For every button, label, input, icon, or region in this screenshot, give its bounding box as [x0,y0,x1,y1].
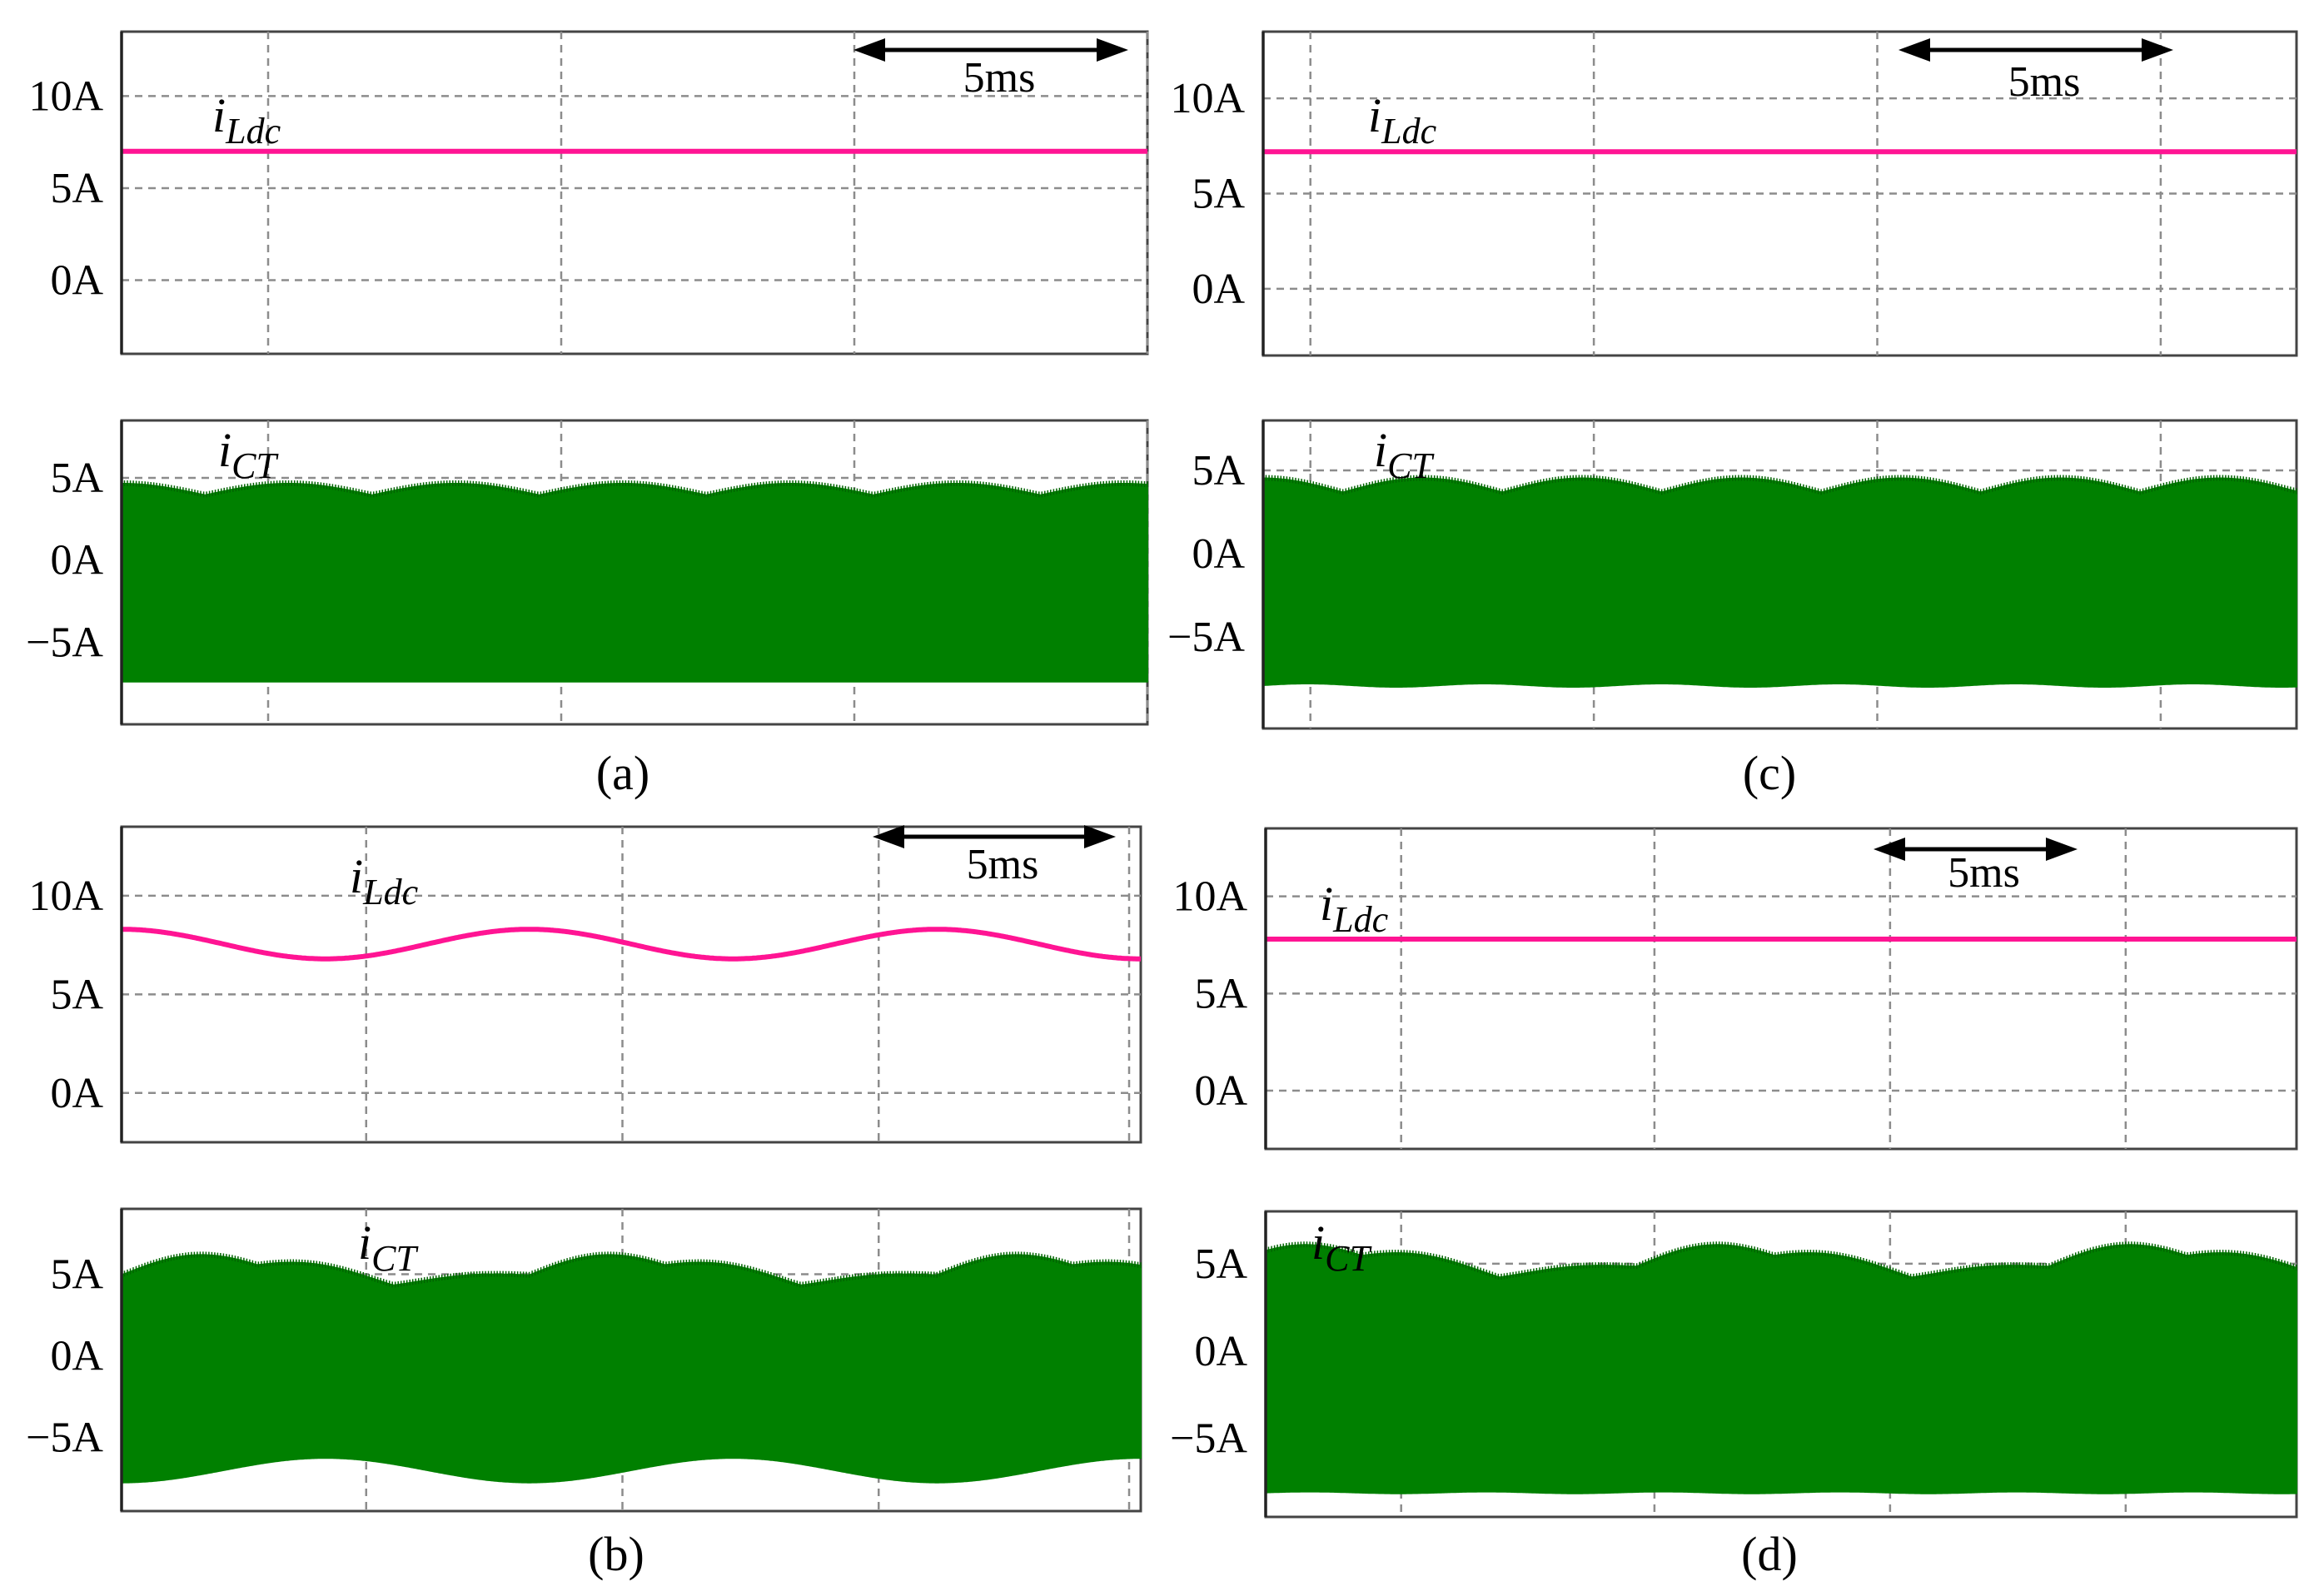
panel-b-bottom-ytick-label: −5A [26,1415,103,1462]
panel-c-top-ytick-label: 5A [1192,171,1245,218]
panel-a-bottom-plot: 5A 0A −5A iCT [26,419,1149,726]
panel-c-top-signal-subscript: Ldc [1381,111,1436,152]
panel-d-bottom-signal-symbol: i [1311,1216,1325,1270]
panel-b-scale-arrow-left [873,825,904,848]
panel-b-top-signal-symbol: i [350,849,363,903]
panel-d-top-ytick-label: 10A [1172,873,1247,921]
panel-b-bottom-plot: 5A 0A −5A iCT [26,1207,1142,1513]
panel-b-top-ytick-label: 0A [50,1070,103,1117]
panel-a-bottom-ytick-label: 0A [50,537,103,584]
panel-a-top-ytick-label: 5A [50,165,103,212]
panel-c-top-signal-label: iLdc [1368,88,1437,152]
panel-a-bottom-ytick-label: 5A [50,455,103,502]
panel-d-top-signal-label: iLdc [1320,877,1389,940]
panel-d-bottom-series-iCT-band [1265,1244,2297,1494]
panel-d-bottom-plot: 5A 0A −5A iCT [1170,1210,2298,1519]
panel-b-bottom-ytick-label: 0A [50,1333,103,1380]
panel-a-bottom-signal-subscript: CT [231,445,279,486]
panel-c-scale-arrow-right [2142,38,2173,62]
panel-a-top-signal-label: iLdc [212,88,281,152]
panel-c-bottom-signal-symbol: i [1374,423,1387,477]
panel-a-top-signal-subscript: Ldc [225,111,281,152]
panel-b-top-frame [120,825,1142,1144]
panel-a-top-ytick-label: 10A [28,72,103,120]
panel-a-scale-label: 5ms [963,54,1036,102]
panel-d-top-plot: 10A 5A 0A iLdc 5ms [1172,827,2298,1151]
panel-b-bottom-signal-subscript: CT [371,1238,419,1279]
panel-a-scale-arrow-right [1097,38,1128,62]
panel-b-top-signal-label: iLdc [350,849,419,912]
panel-d-bottom-ytick-label: 0A [1194,1328,1247,1375]
panel-a-top-frame [120,30,1149,355]
panel-c-top-ytick-label: 10A [1170,75,1245,122]
panel-d-scale-label: 5ms [1948,849,2020,897]
panel-a-top-plot: 10A 5A 0A iLdc 5ms [28,30,1149,355]
panel-c-top-frame [1262,30,2298,357]
panel-c-top-ytick-label: 0A [1192,266,1245,313]
panel-c-scale-label: 5ms [2008,58,2081,106]
panel-b-scale-arrow-right [1084,825,1116,848]
panel-d-bottom-signal-label: iCT [1311,1216,1372,1279]
panel-b-caption: (b) [588,1527,644,1581]
panel-d-top-ytick-label: 0A [1194,1067,1247,1115]
panel-c-top-signal-symbol: i [1368,88,1381,142]
panel-c-bottom-signal-label: iCT [1374,423,1435,486]
panel-a-top-ytick-label: 0A [50,257,103,305]
panel-a-bottom-signal-label: iCT [218,423,279,486]
panel-c-bottom-ytick-label: 5A [1192,447,1245,495]
panel-c-scale-arrow-left [1898,38,1930,62]
panel-d-bottom-ytick-label: 5A [1194,1241,1247,1288]
panel-a-caption: (a) [596,746,649,800]
panel-a-bottom-series-iCT-band [121,483,1148,683]
panel-a-scale-arrow-left [853,38,885,62]
panel-d-scale-arrow-left [1874,838,1905,861]
panel-a-bottom-ytick-label: −5A [26,619,103,666]
panel-c-caption: (c) [1743,746,1796,800]
panel-b-top-ytick-label: 5A [50,971,103,1018]
panel-a-top-signal-symbol: i [212,88,226,142]
panel-d-bottom-ytick-label: −5A [1170,1415,1247,1463]
panel-b-top-ytick-label: 10A [28,873,103,920]
panel-a-bottom-signal-symbol: i [218,423,231,477]
panel-c-bottom-series-iCT-band [1262,477,2297,688]
panel-b-scale-label: 5ms [967,841,1039,888]
panel-c-bottom-ytick-label: 0A [1192,530,1245,578]
panel-d-bottom-signal-subscript: CT [1325,1238,1372,1279]
panel-b-bottom-signal-symbol: i [358,1216,371,1270]
panel-b-bottom-ytick-label: 5A [50,1250,103,1298]
panel-d-top-frame [1264,827,2298,1151]
panel-d-scale-arrow-right [2046,838,2078,861]
panel-b-bottom-signal-label: iCT [358,1216,419,1279]
panel-b-bottom-series-iCT-band [121,1254,1142,1484]
panel-c-bottom-plot: 5A 0A −5A iCT [1167,419,2298,730]
panel-d-top-signal-subscript: Ldc [1332,899,1388,940]
panel-d-top-signal-symbol: i [1320,877,1333,931]
panel-c-top-plot: 10A 5A 0A iLdc 5ms [1170,30,2298,357]
panel-b-top-plot: 10A 5A 0A iLdc 5ms [28,825,1142,1144]
panel-d-top-ytick-label: 5A [1194,970,1247,1017]
panel-c-bottom-ytick-label: −5A [1167,614,1245,661]
panel-b-top-series-iLdc [122,927,1141,962]
panel-b-top-signal-subscript: Ldc [362,872,418,912]
panel-d-caption: (d) [1741,1527,1798,1581]
panel-c-bottom-signal-subscript: CT [1387,445,1435,486]
